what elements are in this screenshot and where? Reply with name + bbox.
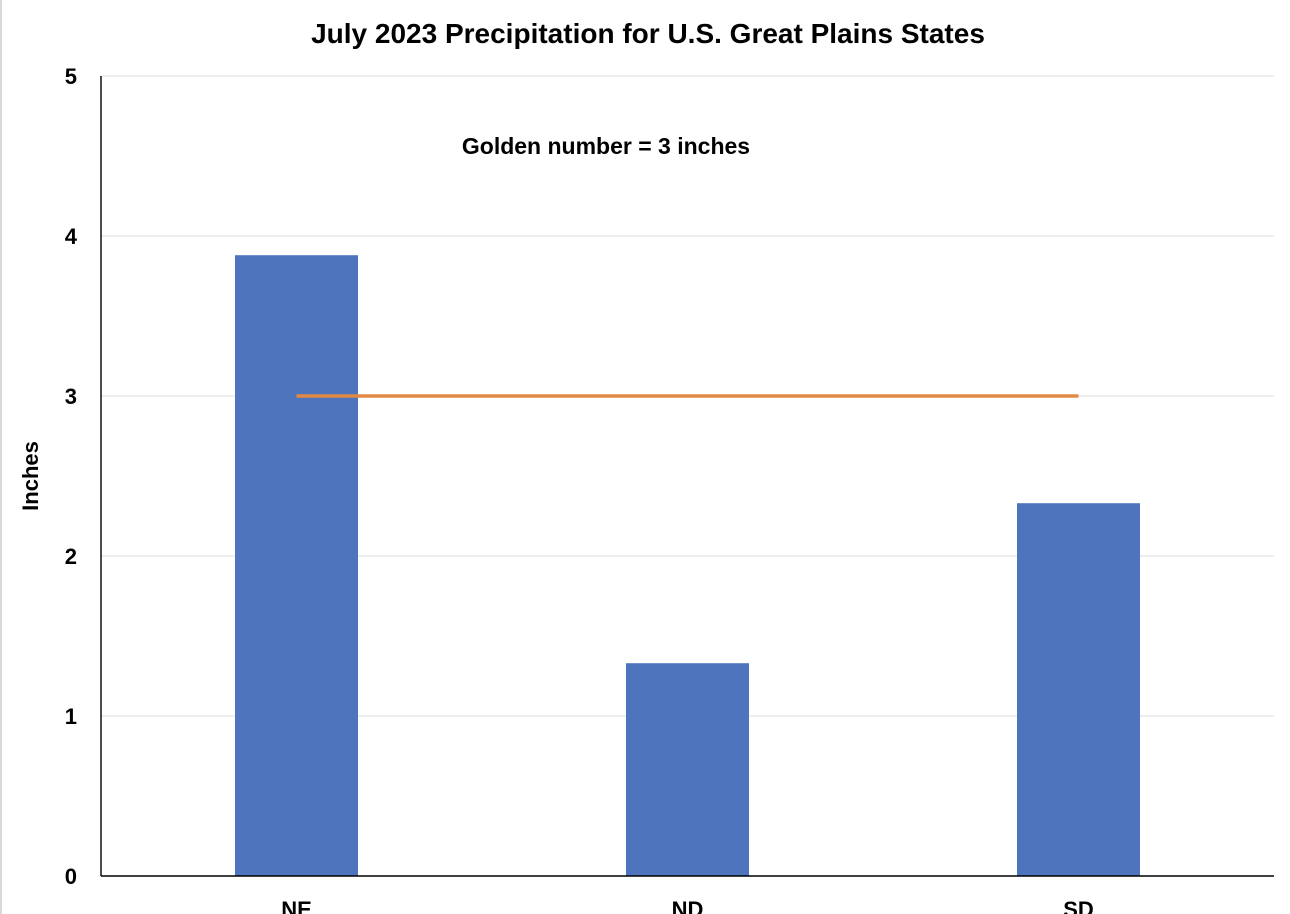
bar-nd	[626, 663, 749, 876]
chart-title: July 2023 Precipitation for U.S. Great P…	[311, 18, 985, 49]
y-axis-label: Inches	[18, 441, 43, 511]
x-tick-label: SD	[1063, 897, 1094, 914]
golden-number-annotation: Golden number = 3 inches	[462, 133, 750, 159]
y-tick-label: 0	[65, 864, 77, 889]
bar-sd	[1017, 503, 1140, 876]
tick-labels: 0 1 2 3 4 5 NE ND SD	[65, 64, 1094, 914]
axes	[100, 76, 1274, 877]
bars	[235, 255, 1140, 876]
y-tick-label: 4	[65, 224, 78, 249]
x-tick-label: ND	[672, 897, 704, 914]
bar-ne	[235, 255, 358, 876]
x-tick-label: NE	[281, 897, 312, 914]
y-tick-label: 1	[65, 704, 77, 729]
y-tick-label: 2	[65, 544, 77, 569]
y-tick-label: 3	[65, 384, 77, 409]
y-tick-label: 5	[65, 64, 77, 89]
